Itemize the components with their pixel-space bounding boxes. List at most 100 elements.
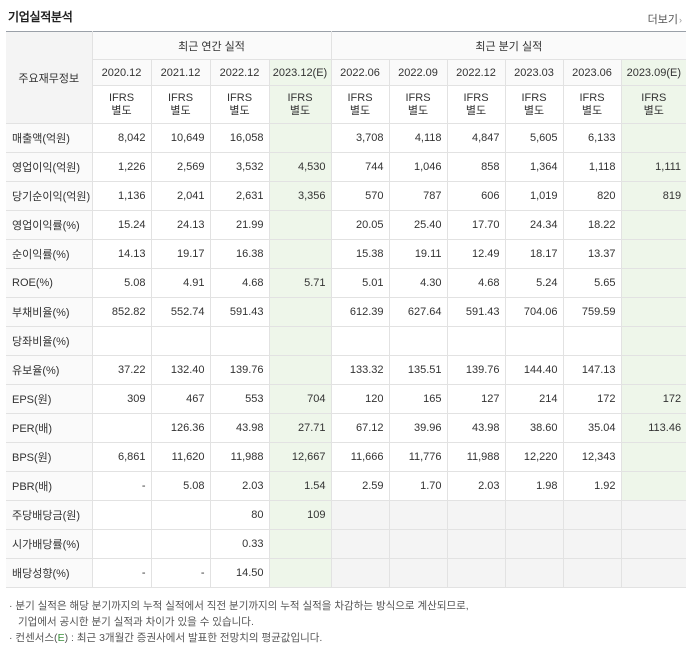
quarter-value-cell: 127 (446, 384, 506, 414)
quarter-value-cell: 19.11 (388, 239, 448, 269)
quarter-value-cell: 12,220 (504, 442, 564, 472)
table-row: 주당배당금(원) 80 109 (6, 500, 687, 530)
quarter-value-cell: 43.98 (446, 413, 506, 443)
annual-value-cell: 1.54 (268, 471, 332, 501)
empty-cell (504, 558, 564, 588)
row-label: 매출액(억원) (6, 123, 93, 153)
quarter-value-cell: 144.40 (504, 355, 564, 385)
annual-value-cell: 11,620 (150, 442, 211, 472)
empty-cell (388, 500, 448, 530)
quarter-value-cell: 759.59 (562, 297, 622, 327)
footnote-1-cont: 기업에서 공시한 분기 실적과 차이가 있을 수 있습니다. (18, 616, 254, 628)
table-row: 시가배당률(%) 0.33 (6, 529, 687, 559)
quarter-value-cell: 1.98 (504, 471, 564, 501)
quarter-value-cell (620, 210, 687, 240)
quarter-value-cell (504, 326, 564, 356)
quarter-value-cell: 12.49 (446, 239, 506, 269)
annual-value-cell: 5.71 (268, 268, 332, 298)
annual-group-header: 최근 연간 실적 (91, 31, 332, 60)
empty-cell (446, 500, 506, 530)
more-link[interactable]: 더보기› (648, 11, 682, 27)
footnotes: · 분기 실적은 해당 분기까지의 누적 실적에서 직전 분기까지의 누적 실적… (9, 598, 469, 646)
chevron-right-icon: › (679, 15, 682, 25)
quarter-value-cell: 35.04 (562, 413, 622, 443)
ifrs-label: IFRS 별도 (150, 85, 211, 124)
annual-value-cell: - (91, 558, 152, 588)
period-header: 2023.06 (562, 59, 622, 86)
table-row: 당기순이익(억원) 1,136 2,041 2,631 3,356 570 787 606 1,… (6, 181, 687, 211)
annual-value-cell: 5.08 (150, 471, 211, 501)
annual-value-cell: 591.43 (209, 297, 270, 327)
annual-value-cell: 309 (91, 384, 152, 414)
annual-value-cell (91, 500, 152, 530)
quarter-value-cell (446, 326, 506, 356)
annual-value-cell (91, 529, 152, 559)
empty-cell (562, 558, 622, 588)
quarter-value-cell: 20.05 (330, 210, 390, 240)
quarter-value-cell: 744 (330, 152, 390, 182)
row-label: 당좌비율(%) (6, 326, 93, 356)
annual-value-cell: 16.38 (209, 239, 270, 269)
row-label: 시가배당률(%) (6, 529, 93, 559)
quarter-value-cell (388, 326, 448, 356)
annual-value-cell: 132.40 (150, 355, 211, 385)
table-row: 영업이익률(%) 15.24 24.13 21.99 20.05 25.40 17.70 24… (6, 210, 687, 240)
quarter-value-cell: 591.43 (446, 297, 506, 327)
quarter-value-cell: 4.30 (388, 268, 448, 298)
annual-value-cell (268, 210, 332, 240)
row-label: 부채비율(%) (6, 297, 93, 327)
annual-value-cell: 2,631 (209, 181, 270, 211)
quarter-value-cell (620, 442, 687, 472)
table-row: 순이익률(%) 14.13 19.17 16.38 15.38 19.11 12.49 18.… (6, 239, 687, 269)
quarter-value-cell: 120 (330, 384, 390, 414)
quarter-value-cell: 38.60 (504, 413, 564, 443)
annual-value-cell: 19.17 (150, 239, 211, 269)
ifrs-label: IFRS 별도 (91, 85, 152, 124)
quarter-value-cell: 704.06 (504, 297, 564, 327)
row-label: 영업이익(억원) (6, 152, 93, 182)
quarter-value-cell: 214 (504, 384, 564, 414)
table-row: 영업이익(억원) 1,226 2,569 3,532 4,530 744 1,046 858 1… (6, 152, 687, 182)
table-row: PER(배) 126.36 43.98 27.71 67.12 39.96 43.98 38.… (6, 413, 687, 443)
empty-cell (620, 500, 687, 530)
annual-value-cell: - (91, 471, 152, 501)
table-row: 배당성향(%) - -14.50 (6, 558, 687, 588)
annual-value-cell: 14.13 (91, 239, 152, 269)
period-header: 2023.09(E) (620, 59, 687, 86)
quarter-value-cell: 39.96 (388, 413, 448, 443)
annual-value-cell: 37.22 (91, 355, 152, 385)
quarter-value-cell: 1.92 (562, 471, 622, 501)
annual-value-cell: 704 (268, 384, 332, 414)
empty-cell (620, 558, 687, 588)
quarter-value-cell: 1,364 (504, 152, 564, 182)
period-header: 2020.12 (91, 59, 152, 86)
ifrs-label: IFRS 별도 (330, 85, 390, 124)
quarter-value-cell: 5.01 (330, 268, 390, 298)
period-header: 2022.12 (209, 59, 270, 86)
quarter-value-cell: 858 (446, 152, 506, 182)
ifrs-label: IFRS 별도 (504, 85, 564, 124)
annual-value-cell: 109 (268, 500, 332, 530)
row-label: 순이익률(%) (6, 239, 93, 269)
financial-table: 주요재무정보 최근 연간 실적 최근 분기 실적 2020.12 2021.12 2… (6, 31, 687, 588)
annual-value-cell: 852.82 (91, 297, 152, 327)
table-row: PBR(배) -5.08 2.03 1.54 2.59 1.70 2.03 1.98 1.92 (6, 471, 687, 501)
ifrs-label: IFRS 별도 (388, 85, 448, 124)
quarter-value-cell (620, 123, 687, 153)
row-label: 유보율(%) (6, 355, 93, 385)
row-label: ROE(%) (6, 268, 93, 298)
estimate-mark: E (57, 632, 65, 644)
quarter-value-cell: 1,019 (504, 181, 564, 211)
annual-value-cell: 4.91 (150, 268, 211, 298)
annual-value-cell: 80 (209, 500, 270, 530)
annual-value-cell: 126.36 (150, 413, 211, 443)
quarter-value-cell: 2.03 (446, 471, 506, 501)
quarter-value-cell: 5.65 (562, 268, 622, 298)
quarter-value-cell (620, 239, 687, 269)
table-row: 유보율(%) 37.22 132.40 139.76 133.32 135.51 139.7… (6, 355, 687, 385)
quarter-value-cell: 606 (446, 181, 506, 211)
annual-value-cell: 0.33 (209, 529, 270, 559)
quarter-value-cell: 1,118 (562, 152, 622, 182)
quarter-value-cell: 12,343 (562, 442, 622, 472)
quarter-value-cell: 11,988 (446, 442, 506, 472)
